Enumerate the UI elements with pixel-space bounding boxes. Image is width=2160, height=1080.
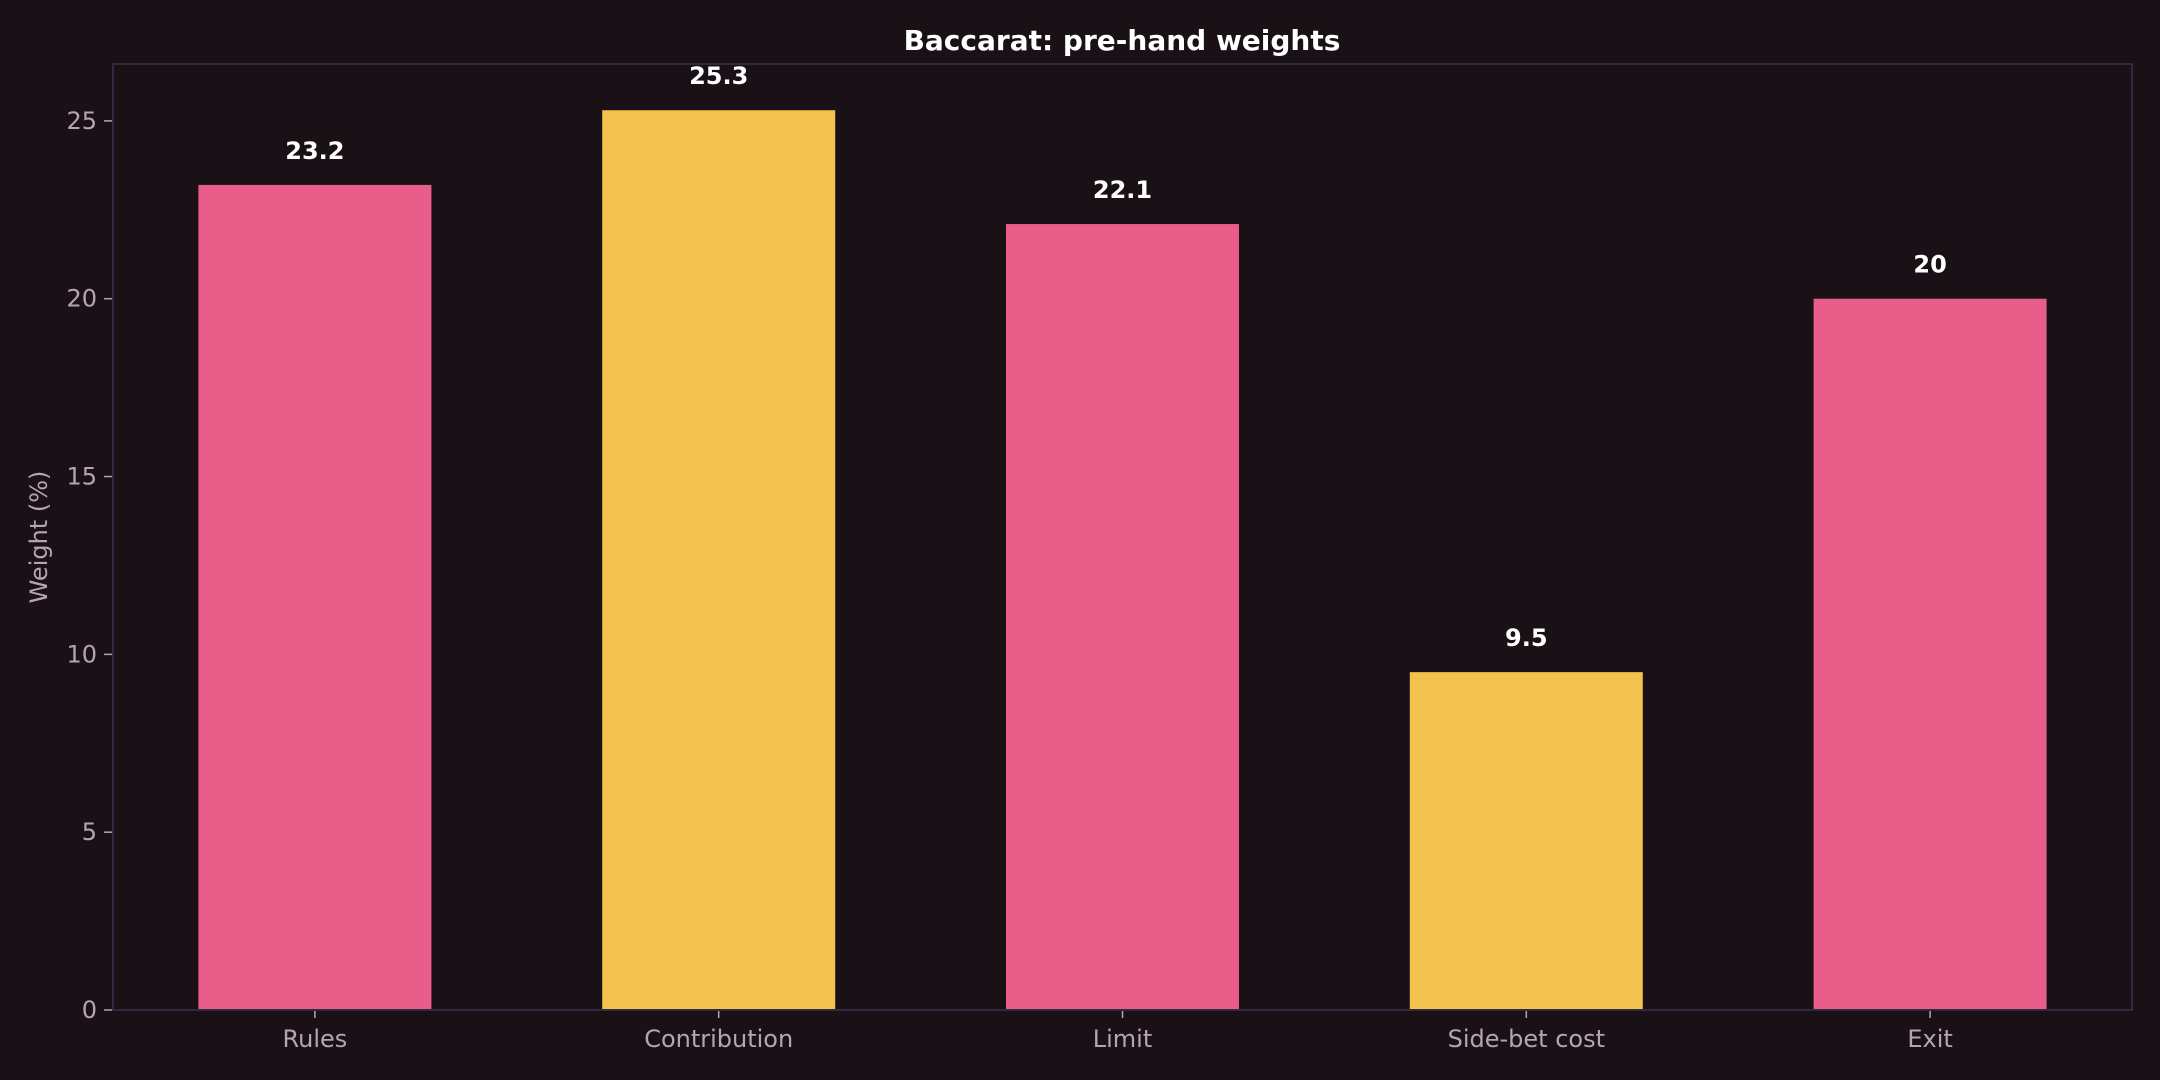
y-tick-label: 10 bbox=[66, 640, 97, 668]
bar-side-bet-cost bbox=[1409, 672, 1643, 1010]
data-label: 25.3 bbox=[689, 62, 748, 90]
bar-rules bbox=[198, 184, 432, 1010]
data-labels-group: 23.2 25.3 22.1 9.5 20 bbox=[285, 62, 1947, 652]
y-tick-label: 5 bbox=[82, 818, 97, 846]
data-label: 22.1 bbox=[1093, 176, 1152, 204]
x-axis-ticks: Rules Contribution Limit Side-bet cost Exit bbox=[283, 1010, 1953, 1053]
x-tick-label: Contribution bbox=[644, 1025, 793, 1053]
data-label: 20 bbox=[1913, 251, 1946, 279]
y-axis-ticks: 0 5 10 15 20 25 bbox=[66, 107, 113, 1024]
x-tick-label: Rules bbox=[283, 1025, 348, 1053]
bar-contribution bbox=[602, 110, 836, 1010]
bars-group bbox=[198, 110, 2047, 1010]
data-label: 23.2 bbox=[285, 137, 344, 165]
x-tick-label: Side-bet cost bbox=[1448, 1025, 1605, 1053]
y-tick-label: 15 bbox=[66, 463, 97, 491]
bar-limit bbox=[1006, 224, 1239, 1010]
y-tick-label: 25 bbox=[66, 107, 97, 135]
x-tick-label: Limit bbox=[1093, 1025, 1153, 1053]
x-tick-label: Exit bbox=[1907, 1025, 1952, 1053]
plot-frame bbox=[112, 63, 2133, 1011]
y-tick-label: 0 bbox=[82, 996, 97, 1024]
chart-title: Baccarat: pre-hand weights bbox=[904, 24, 1341, 57]
y-tick-label: 20 bbox=[66, 285, 97, 313]
bar-exit bbox=[1813, 298, 2047, 1010]
data-label: 9.5 bbox=[1505, 624, 1548, 652]
y-axis-label: Weight (%) bbox=[25, 471, 53, 604]
